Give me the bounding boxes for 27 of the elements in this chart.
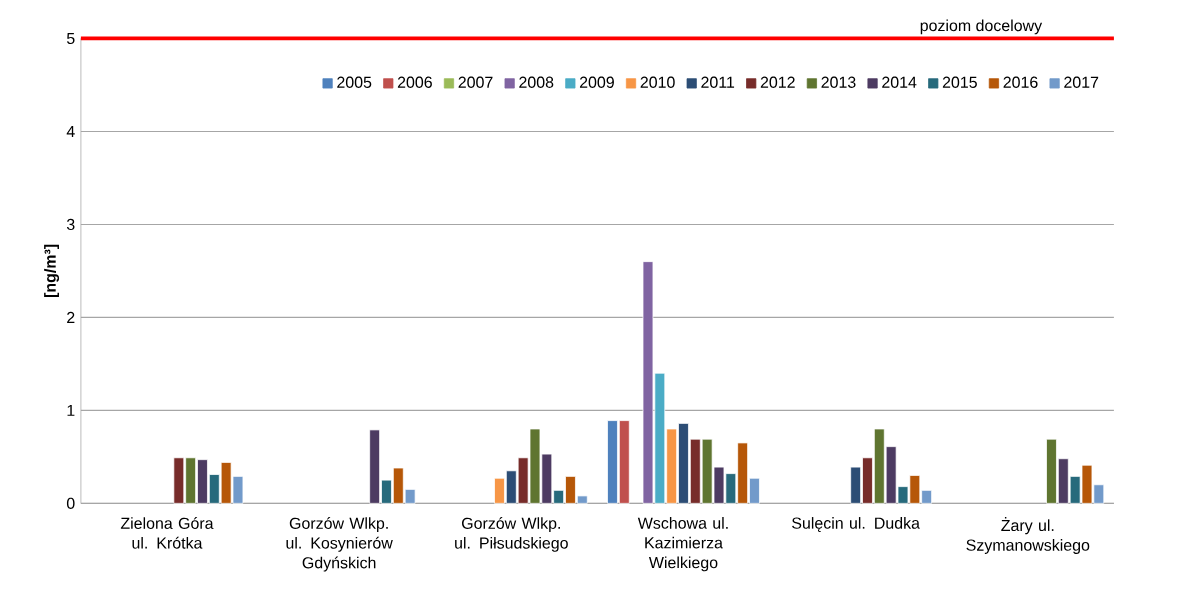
- x-tick-label: Gorzów Wlkp. ul. Kosynierów Gdyńskich: [286, 517, 393, 572]
- y-tick-label: 3: [66, 218, 75, 231]
- y-axis-title: [ng/m³]: [44, 244, 60, 298]
- legend-label: 2007: [458, 76, 493, 89]
- y-tick-label: 0: [66, 497, 75, 510]
- y-tick-label: 1: [67, 405, 75, 417]
- ref-line-label: poziom docelowy: [920, 19, 1043, 35]
- legend-label: 2017: [1064, 76, 1099, 89]
- x-tick-label: Żary ul. Szymanowskiego: [966, 517, 1090, 555]
- legend-label: 2013: [821, 76, 856, 89]
- legend-label: 2005: [337, 76, 372, 89]
- legend-label: 2012: [760, 76, 795, 89]
- x-tick-label: Gorzów Wlkp. ul. Piłsudskiego: [455, 517, 568, 553]
- legend-label: 2016: [1003, 76, 1038, 89]
- y-tick-label: 5: [66, 33, 75, 45]
- legend-label: 2009: [579, 76, 614, 89]
- legend-label: 2006: [397, 76, 432, 89]
- y-tick-label: 2: [67, 312, 75, 324]
- legend-label: 2008: [519, 76, 554, 89]
- x-tick-label: Wschowa ul. Kazimierza Wielkiego: [637, 517, 728, 572]
- y-tick-label: 4: [66, 126, 75, 138]
- legend-label: 2011: [701, 76, 735, 89]
- x-tick-label: Zielona Góra ul. Krótka: [120, 517, 214, 549]
- legend-label: 2014: [882, 76, 917, 89]
- x-tick-label: Sulęcin ul. Dudka: [792, 517, 920, 533]
- legend-label: 2015: [942, 76, 977, 89]
- legend-label: 2010: [640, 76, 675, 89]
